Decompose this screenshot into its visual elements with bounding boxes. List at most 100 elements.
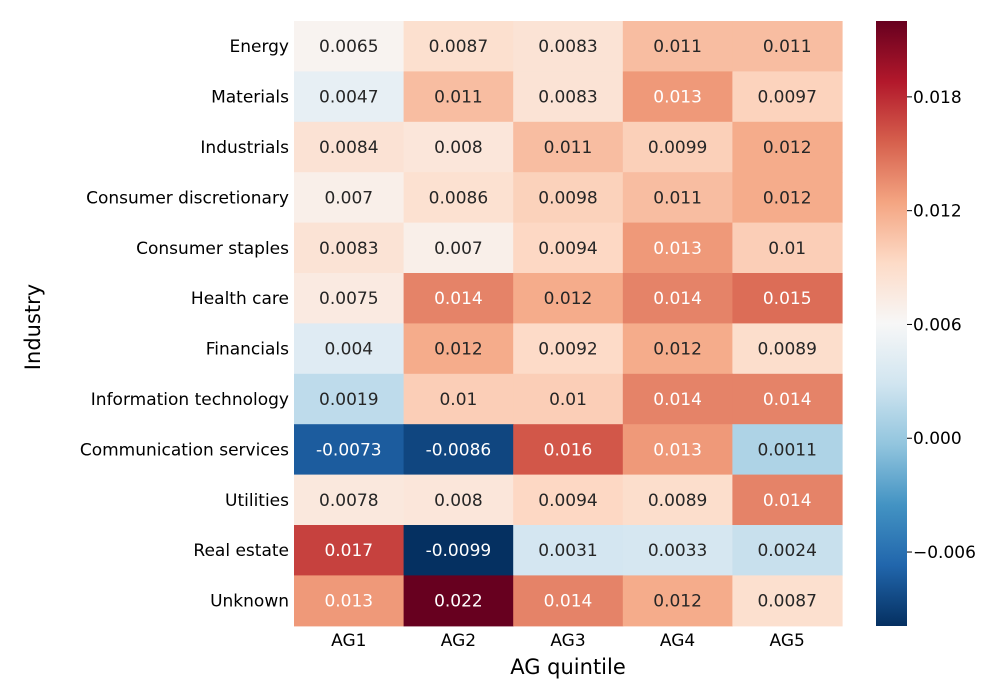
y-axis-tick-label: Materials <box>211 88 289 108</box>
heatmap-cell-label: 0.0097 <box>757 88 816 108</box>
heatmap-cell-label: 0.017 <box>324 541 373 561</box>
heatmap-cell-label: 0.0099 <box>648 138 707 158</box>
heatmap-cell <box>732 121 843 173</box>
heatmap-cell-label: 0.0087 <box>429 37 488 57</box>
heatmap-cell-label: 0.012 <box>763 138 812 158</box>
heatmap-cell <box>294 575 405 627</box>
heatmap-cell-label: 0.008 <box>434 491 483 511</box>
heatmap-cell-label: 0.01 <box>549 390 587 410</box>
heatmap-cell <box>403 222 514 274</box>
heatmap-cell-label: 0.012 <box>434 340 483 360</box>
heatmap-cell-label: 0.007 <box>324 188 373 208</box>
x-axis-label: AG quintile <box>510 655 626 679</box>
y-axis-tick-label: Industrials <box>200 138 289 158</box>
y-axis-tick-label: Unknown <box>210 592 289 612</box>
heatmap-cell-label: -0.0073 <box>316 440 382 460</box>
heatmap-cell-label: 0.022 <box>434 592 483 612</box>
heatmap-cell <box>294 273 405 324</box>
heatmap-cell <box>622 424 733 476</box>
heatmap-cell-label: 0.0098 <box>538 188 597 208</box>
x-axis-tick-label: AG4 <box>660 631 695 651</box>
heatmap-cell-label: 0.015 <box>763 289 812 309</box>
heatmap-cell <box>403 121 514 173</box>
heatmap-cell-label: 0.014 <box>653 390 702 410</box>
y-axis-tick-label: Information technology <box>91 390 289 410</box>
heatmap-cell <box>513 424 624 476</box>
heatmap-cell <box>732 172 843 224</box>
heatmap-cell-label: 0.012 <box>763 188 812 208</box>
colorbar-tick-label: 0.018 <box>913 88 962 108</box>
heatmap-cell-label: 0.011 <box>434 88 483 108</box>
heatmap-cell-label: 0.0011 <box>757 440 816 460</box>
heatmap-cell-label: 0.014 <box>434 289 483 309</box>
heatmap-cell <box>294 474 405 526</box>
heatmap-cell-label: 0.0024 <box>757 541 816 561</box>
heatmap-cell-label: 0.0086 <box>429 188 488 208</box>
heatmap-cell <box>294 373 405 425</box>
heatmap-cell-label: 0.0087 <box>757 592 816 612</box>
heatmap-cell-label: 0.012 <box>653 592 702 612</box>
heatmap-cell <box>732 474 843 526</box>
colorbar-tick-label: 0.012 <box>913 202 962 222</box>
heatmap-cell-label: 0.0033 <box>648 541 707 561</box>
heatmap-cell-labels: 0.0065 0.0087 0.0083 0.011 0.011 0.0047 0.011 0… <box>316 37 817 611</box>
heatmap-cell-label: -0.0099 <box>426 541 492 561</box>
heatmap-cell <box>732 222 843 274</box>
heatmap-cell-label: 0.014 <box>763 491 812 511</box>
heatmap-cell <box>294 71 405 123</box>
heatmap-cell <box>622 71 733 123</box>
heatmap-cell <box>403 71 514 123</box>
heatmap-cell-label: 0.012 <box>544 289 593 309</box>
colorbar-tick-label: 0.000 <box>913 429 962 449</box>
heatmap-cell-label: 0.014 <box>653 289 702 309</box>
heatmap-cell-label: 0.007 <box>434 239 483 259</box>
heatmap-cell <box>622 121 733 173</box>
heatmap-cell <box>513 575 624 627</box>
heatmap-cell <box>622 222 733 274</box>
heatmap-cell-label: 0.0089 <box>648 491 707 511</box>
heatmap-cell-label: 0.0083 <box>538 37 597 57</box>
heatmap-cell <box>732 323 843 375</box>
heatmap-cell-label: 0.014 <box>544 592 593 612</box>
heatmap-cell-label: 0.013 <box>324 592 373 612</box>
heatmap-cell <box>513 373 624 425</box>
heatmap-cell <box>622 273 733 324</box>
y-axis-label: Industry <box>21 284 45 370</box>
heatmap-cell-label: 0.0031 <box>538 541 597 561</box>
heatmap-cell <box>513 273 624 324</box>
heatmap-cell-label: 0.0078 <box>319 491 378 511</box>
heatmap-cell <box>403 323 514 375</box>
y-axis-tick-labels: Energy Materials Industrials Consumer discr… <box>80 37 289 611</box>
heatmap-cell <box>622 474 733 526</box>
heatmap-cell-label: 0.01 <box>768 239 806 259</box>
heatmap-cell-label: 0.0019 <box>319 390 378 410</box>
heatmap-cell-label: 0.014 <box>763 390 812 410</box>
heatmap-cell-label: 0.013 <box>653 440 702 460</box>
heatmap-cell-label: 0.0084 <box>319 138 378 158</box>
y-axis-tick-label: Real estate <box>193 541 289 561</box>
heatmap-cell-label: 0.0089 <box>757 340 816 360</box>
heatmap-cell-label: 0.0094 <box>538 491 597 511</box>
heatmap-cell <box>732 21 843 72</box>
y-axis-tick-label: Communication services <box>80 440 289 460</box>
heatmap-cell-label: 0.01 <box>439 390 477 410</box>
heatmap-cell <box>732 273 843 324</box>
heatmap-cell <box>622 21 733 72</box>
heatmap-cell <box>622 172 733 224</box>
heatmap-cell <box>622 373 733 425</box>
heatmap-cell <box>294 323 405 375</box>
heatmap-cell <box>622 323 733 375</box>
heatmap-cell-label: 0.011 <box>653 188 702 208</box>
colorbar <box>876 21 907 626</box>
heatmap-cell <box>403 273 514 324</box>
heatmap-cell-label: 0.0083 <box>538 88 597 108</box>
heatmap-cell <box>732 71 843 123</box>
heatmap-cell <box>622 525 733 576</box>
colorbar-tick-label: −0.006 <box>913 543 976 563</box>
x-axis-tick-label: AG1 <box>331 631 366 651</box>
heatmap-cell-label: 0.008 <box>434 138 483 158</box>
heatmap-cell-label: 0.004 <box>324 340 373 360</box>
heatmap-cell <box>403 21 514 72</box>
